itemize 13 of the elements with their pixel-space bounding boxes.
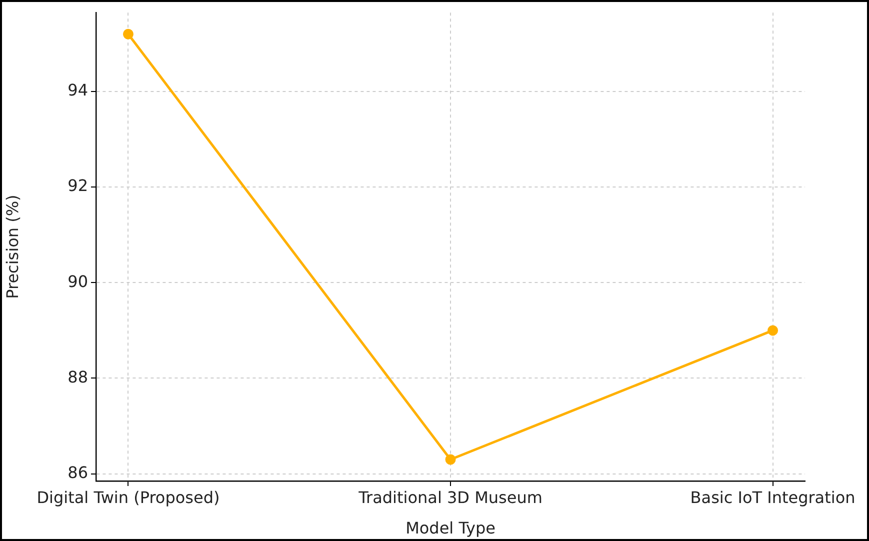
point — [445, 454, 456, 465]
x-tick-label: Basic IoT Integration — [690, 488, 856, 507]
point — [768, 325, 778, 336]
x-tick-label: Traditional 3D Museum — [358, 488, 542, 507]
y-tick-label: 94 — [68, 80, 88, 100]
x-axis-title: Model Type — [406, 518, 496, 538]
y-tick-label: 86 — [68, 462, 88, 482]
y-tick-label: 92 — [68, 176, 88, 196]
y-tick-label: 90 — [68, 272, 88, 291]
y-axis-title: Precision (%) — [2, 194, 22, 299]
y-tick-label: 88 — [68, 367, 88, 386]
point — [122, 28, 134, 40]
x-tick-label: Digital Twin (Proposed) — [36, 488, 220, 507]
